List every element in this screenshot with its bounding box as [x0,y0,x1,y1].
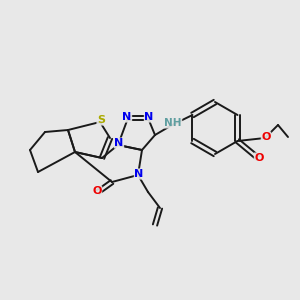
Text: S: S [97,115,105,125]
Text: O: O [254,153,264,163]
Text: NH: NH [164,118,182,128]
Text: N: N [122,112,132,122]
Text: O: O [261,132,271,142]
Text: O: O [92,186,102,196]
Text: N: N [144,112,154,122]
Text: N: N [134,169,144,179]
Text: N: N [114,138,124,148]
